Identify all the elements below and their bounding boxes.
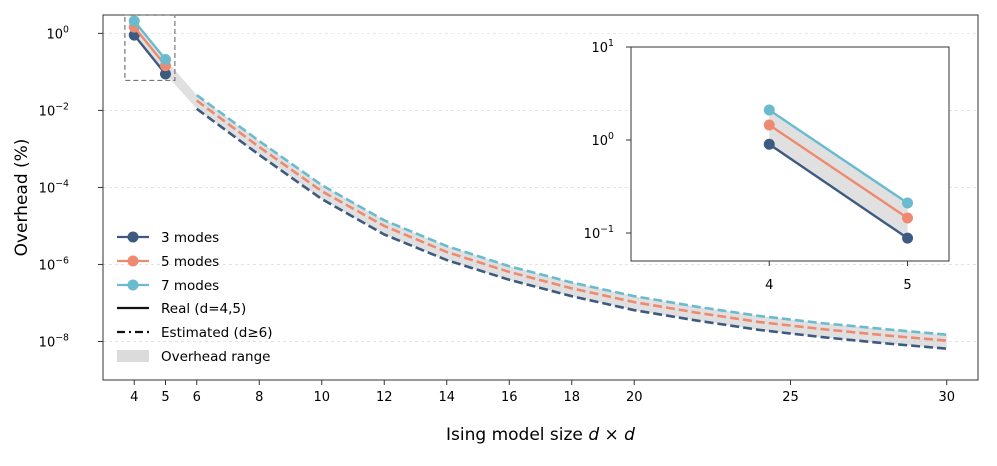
overhead-range-area [134, 20, 947, 349]
inset-line-3-modes [768, 143, 909, 240]
inset-y-axis-ticks: 101 100 10−1 [584, 38, 631, 242]
x-axis-label: Ising model size d × d [446, 425, 635, 445]
x-tick-label: 20 [626, 390, 643, 405]
legend-label-overhead-range: Overhead range [161, 349, 270, 365]
legend-entry-overhead-range: Overhead range [117, 349, 270, 365]
x-tick-label: 18 [563, 390, 580, 405]
x-axis-ticks: 4 5 6 8 10 12 14 16 18 20 25 30 [130, 380, 955, 405]
legend-label-estimated: Estimated (d≥6) [161, 325, 273, 341]
y-tick-label: 10−2 [39, 102, 69, 120]
x-tick-label: 12 [376, 390, 393, 405]
y-axis-ticks: 100 10−2 10−4 10−6 10−8 [39, 25, 103, 351]
inset-line-7-modes [768, 109, 909, 205]
legend-label-3-modes: 3 modes [161, 230, 219, 246]
legend-label-7-modes: 7 modes [161, 278, 219, 294]
estimated-line-5-modes [195, 99, 947, 342]
legend-label-real: Real (d=4,5) [161, 301, 246, 317]
estimated-line-3-modes [195, 107, 947, 350]
inset-y-tick-label: 101 [592, 38, 615, 56]
x-tick-label: 10 [313, 390, 330, 405]
inset-y-tick-label: 10−1 [584, 224, 614, 242]
data-point-7-modes [160, 53, 171, 65]
legend-entry-7-modes: 7 modes [117, 278, 219, 294]
inset-data-point-3-modes [902, 232, 914, 244]
overhead-range-band [134, 20, 947, 349]
y-tick-label: 100 [47, 25, 70, 43]
legend: 3 modes 5 modes 7 modes Real (d=4,5) Est… [117, 230, 273, 365]
inset-data-point-5-modes [902, 212, 914, 224]
x-tick-label: 4 [130, 390, 138, 405]
inset-y-tick-label: 100 [592, 131, 615, 149]
main-grid [103, 33, 978, 342]
zoom-indicator-box [124, 14, 176, 82]
main-series-group [128, 15, 947, 350]
inset-data-point-5-modes [763, 119, 775, 131]
x-tick-label: 5 [161, 390, 169, 405]
x-tick-label: 6 [193, 390, 201, 405]
inset-series-group [763, 104, 914, 244]
x-tick-label: 8 [255, 390, 263, 405]
y-tick-label: 10−8 [39, 333, 69, 351]
inset-range-band [769, 110, 908, 239]
main-plot-frame [102, 14, 979, 381]
x-tick-label: 14 [438, 390, 455, 405]
inset-plot-frame [630, 46, 950, 262]
y-axis-label: Overhead (%) [12, 139, 32, 257]
inset-x-tick-label: 4 [765, 278, 773, 293]
y-tick-label: 10−6 [39, 256, 69, 274]
legend-entry-3-modes: 3 modes [117, 230, 219, 246]
estimated-line-7-modes [195, 94, 947, 336]
legend-label-5-modes: 5 modes [161, 254, 219, 270]
y-tick-label: 10−4 [39, 179, 69, 197]
data-point-3-modes [160, 68, 171, 80]
real-line-3-modes [133, 34, 167, 75]
x-tick-label: 25 [782, 390, 799, 405]
inset-overhead-range-area [769, 110, 908, 239]
inset-x-tick-label: 5 [903, 278, 911, 293]
inset-data-point-7-modes [902, 197, 914, 209]
legend-entry-real: Real (d=4,5) [117, 301, 246, 317]
legend-entry-5-modes: 5 modes [117, 254, 219, 270]
x-tick-label: 16 [501, 390, 518, 405]
inset-data-point-3-modes [763, 138, 775, 150]
inset-line-5-modes [768, 123, 909, 219]
inset-data-point-7-modes [763, 104, 775, 116]
real-line-7-modes [133, 20, 167, 61]
data-point-7-modes [128, 15, 140, 27]
x-tick-label: 30 [938, 390, 955, 405]
legend-entry-estimated: Estimated (d≥6) [117, 325, 273, 341]
